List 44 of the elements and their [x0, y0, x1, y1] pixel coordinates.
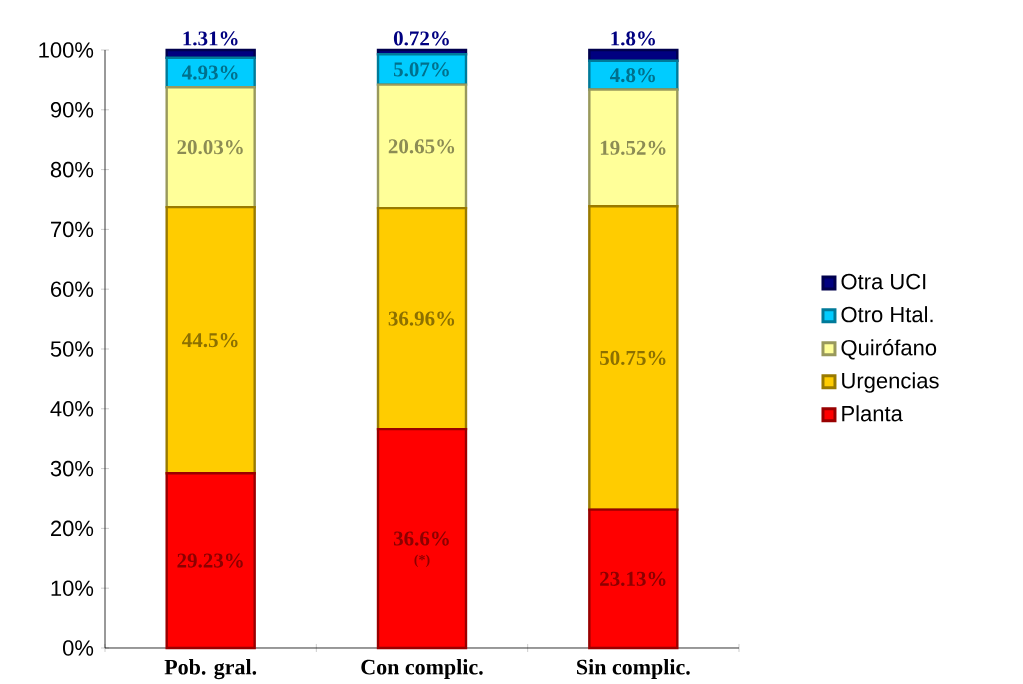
- data-label: 20.65%: [388, 139, 455, 154]
- bar: [165, 471, 256, 650]
- data-label: 23.13%: [600, 571, 666, 586]
- y-tick-label: 100%: [39, 42, 94, 58]
- y-tick-label: 10%: [51, 580, 94, 596]
- x-tick-label: Pob. gral.: [164, 659, 257, 680]
- data-label: 29.23%: [177, 553, 243, 568]
- data-label: 36.6%: [393, 531, 449, 546]
- legend-label: Otro Htal.: [841, 306, 933, 323]
- y-tick-label: 50%: [50, 341, 94, 357]
- legend-label: Planta: [842, 405, 903, 422]
- y-tick-label: 20%: [51, 520, 94, 537]
- y-tick-label: 80%: [50, 161, 94, 178]
- data-label: 1.8%: [611, 31, 655, 46]
- legend-label: Quirófano: [841, 339, 937, 360]
- data-label: 4.8%: [609, 67, 655, 83]
- bar: [165, 86, 256, 209]
- bar: [165, 205, 256, 475]
- y-tick-label: 90%: [50, 102, 94, 118]
- data-label: 19.52%: [600, 140, 666, 155]
- bar: [376, 427, 468, 650]
- data-label: 36.96%: [388, 311, 455, 326]
- annotation: (*): [414, 554, 430, 568]
- y-tick-label: 40%: [50, 401, 94, 417]
- data-label: 5.07%: [393, 62, 449, 77]
- y-tick-label: 60%: [51, 281, 94, 297]
- x-tick-label: Sin complic.: [577, 659, 690, 679]
- data-label: 44.5%: [182, 333, 238, 348]
- data-label: 0.72%: [393, 31, 449, 46]
- data-label: 1.31%: [183, 31, 238, 46]
- bar: [588, 204, 679, 511]
- bar: [376, 83, 468, 210]
- data-label: 20.03%: [177, 140, 243, 155]
- y-tick-label: 30%: [50, 460, 94, 477]
- bar: [588, 88, 679, 208]
- legend-label: Otra UCI: [841, 273, 926, 290]
- y-tick-label: 0%: [62, 640, 94, 656]
- bar: [588, 508, 679, 650]
- x-tick-label: Con complic.: [361, 659, 483, 679]
- legend-label: Urgencias: [842, 372, 939, 393]
- bar: [376, 206, 468, 431]
- data-label: 50.75%: [600, 350, 666, 366]
- y-tick-label: 70%: [51, 221, 94, 238]
- data-label: 4.93%: [182, 65, 238, 80]
